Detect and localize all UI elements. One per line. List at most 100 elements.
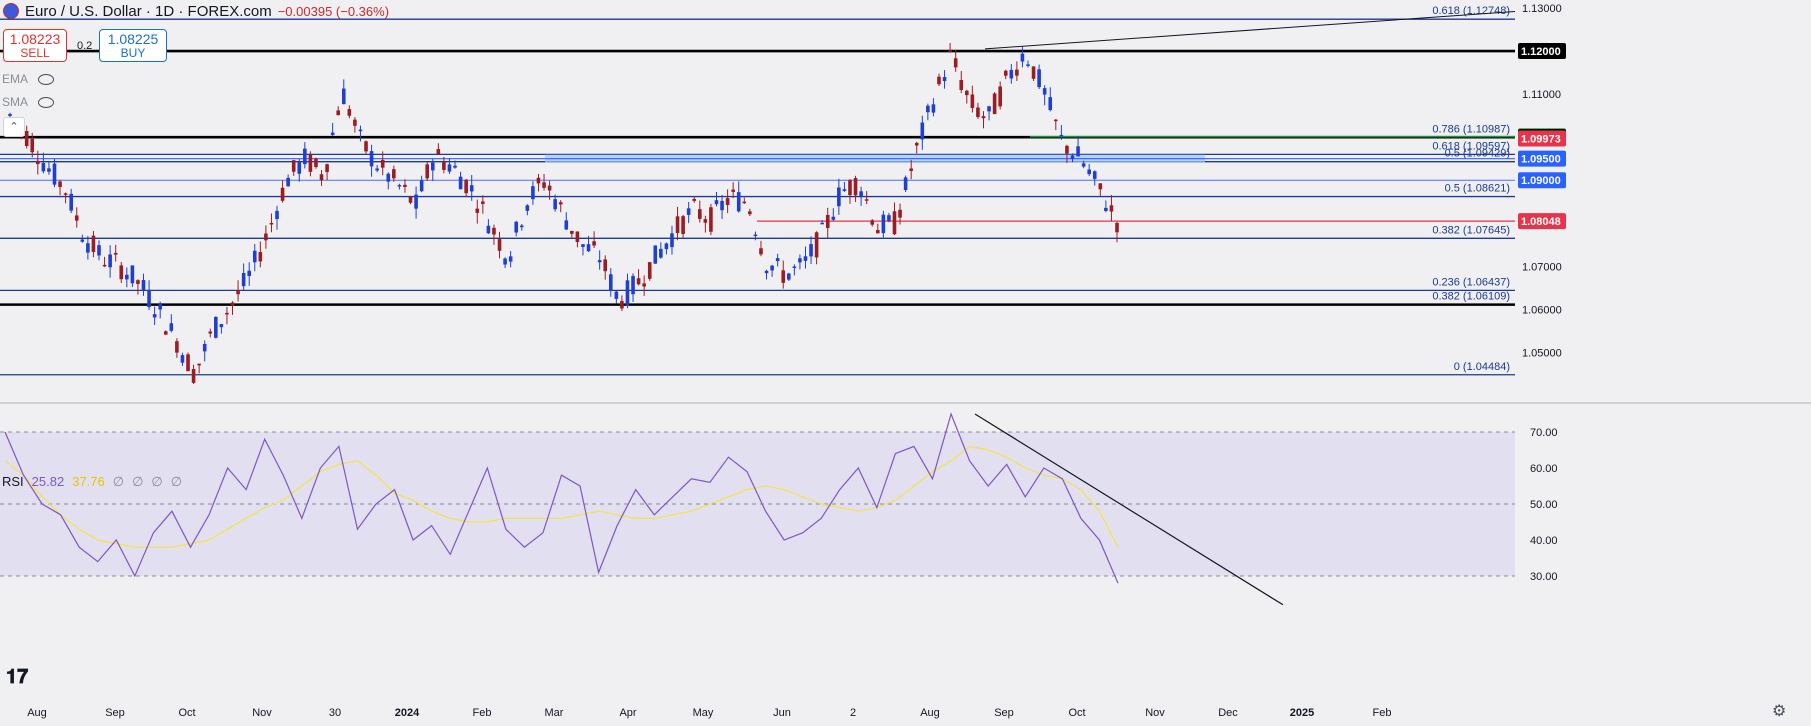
- candle-body: [631, 275, 635, 295]
- candle-body: [948, 50, 952, 52]
- sma-indicator-row[interactable]: SMA: [2, 95, 55, 109]
- candle-body: [659, 248, 663, 258]
- candle-body: [247, 270, 252, 277]
- candle-body: [898, 209, 902, 218]
- candle-body: [525, 205, 530, 211]
- candle-body: [236, 289, 240, 295]
- candle-body: [519, 225, 524, 228]
- ema-indicator-row[interactable]: EMA: [2, 72, 55, 86]
- candle-body: [1026, 64, 1030, 66]
- spread-value: 0.2: [77, 40, 93, 52]
- rsi-name: RSI: [2, 474, 24, 489]
- rsi-legend[interactable]: RSI 25.82 37.76 ∅ ∅ ∅ ∅: [2, 474, 182, 490]
- price-tag: [1518, 150, 1566, 167]
- candle-body: [24, 131, 29, 147]
- price-tag: [1518, 213, 1566, 230]
- candle-body: [803, 256, 808, 261]
- candle-body: [536, 177, 541, 184]
- buy-label: BUY: [120, 46, 146, 60]
- candle-body: [976, 107, 980, 118]
- candle-body: [531, 186, 535, 200]
- candle-body: [1081, 163, 1086, 167]
- candle-body: [809, 244, 813, 257]
- collapse-legend-chevron-icon[interactable]: ⌃: [3, 117, 25, 137]
- time-axis-tick: Nov: [252, 707, 272, 719]
- sell-button[interactable]: 1.08223 SELL: [3, 29, 67, 62]
- fib-level-label: 0.5 (1.08621): [1445, 183, 1510, 195]
- price-axis-tick: 1.13000: [1522, 3, 1562, 15]
- candle-body: [486, 225, 491, 234]
- settings-gear-icon[interactable]: ⚙: [1772, 703, 1787, 720]
- price-tag-label: 1.09500: [1521, 154, 1561, 166]
- candle-body: [419, 180, 424, 192]
- candle-body: [102, 264, 107, 267]
- candle-body: [570, 230, 574, 234]
- candle-body: [853, 178, 858, 196]
- candle-body: [748, 211, 752, 215]
- candle-body: [592, 241, 596, 246]
- time-axis-tick: Oct: [178, 707, 195, 719]
- rsi-band-fill: [0, 432, 1515, 576]
- candle-body: [347, 109, 352, 116]
- hide-eye-icon[interactable]: [38, 74, 55, 85]
- candle-body: [553, 199, 557, 210]
- price-change: −0.00395 (−0.36%): [277, 3, 390, 19]
- candle-body: [91, 235, 96, 252]
- time-axis-tick: Dec: [1218, 707, 1238, 719]
- candle-body: [113, 252, 118, 255]
- candle-body: [197, 363, 201, 366]
- candle-body: [1009, 69, 1014, 79]
- buy-button[interactable]: 1.08225 BUY: [99, 29, 167, 62]
- rsi-axis-tick: 60.00: [1530, 463, 1558, 475]
- candle-body: [392, 169, 396, 179]
- candle-body: [987, 106, 991, 112]
- candle-body: [1076, 146, 1080, 157]
- price-axis-tick: 1.07000: [1522, 261, 1562, 273]
- candle-body: [848, 180, 852, 196]
- price-tag-label: 1.12000: [1521, 46, 1561, 58]
- candle-body: [464, 179, 468, 194]
- candle-body: [831, 216, 836, 220]
- rsi-axis-tick: 50.00: [1530, 499, 1558, 511]
- candle-body: [870, 220, 875, 225]
- candle-body: [1070, 155, 1075, 159]
- candle-body: [937, 76, 941, 85]
- candle-body: [1092, 171, 1097, 179]
- rsi-extra-1: ∅: [112, 474, 125, 489]
- time-axis-tick: Nov: [1145, 707, 1165, 719]
- tradingview-logo-icon[interactable]: 𝟏𝟕: [6, 666, 29, 688]
- price-tag-label: 1.09973: [1521, 133, 1561, 145]
- price-axis-tick: 1.06000: [1522, 304, 1562, 316]
- symbol-header[interactable]: Euro / U.S. Dollar · 1D · FOREX.com −0.0…: [0, 0, 389, 22]
- time-axis-tick: 2: [850, 707, 856, 719]
- candle-body: [720, 200, 724, 211]
- time-axis-tick: Aug: [920, 707, 940, 719]
- time-axis-tick: Sep: [994, 707, 1014, 719]
- candle-body: [547, 185, 552, 191]
- rsi-value: 25.82: [31, 474, 65, 489]
- candle-body: [926, 105, 930, 113]
- candle-body: [36, 160, 40, 165]
- candle-body: [775, 258, 780, 262]
- candle-body: [8, 114, 12, 116]
- candle-body: [1037, 69, 1041, 88]
- candle-body: [330, 132, 335, 136]
- price-tag-label: 1.08048: [1521, 216, 1561, 228]
- candle-body: [163, 331, 168, 335]
- time-axis-tick: Sep: [105, 707, 125, 719]
- candle-body: [180, 355, 185, 363]
- hide-eye-icon[interactable]: [38, 97, 55, 108]
- candle-body: [186, 354, 190, 372]
- candle-body: [86, 243, 90, 253]
- candle-body: [97, 245, 101, 256]
- candle-body: [408, 196, 413, 203]
- candle-body: [208, 331, 213, 334]
- candle-body: [336, 110, 341, 116]
- candle-body: [447, 164, 452, 172]
- candle-body: [314, 158, 318, 167]
- candle-body: [881, 214, 886, 234]
- candle-body: [497, 239, 502, 251]
- candle-body: [430, 162, 435, 171]
